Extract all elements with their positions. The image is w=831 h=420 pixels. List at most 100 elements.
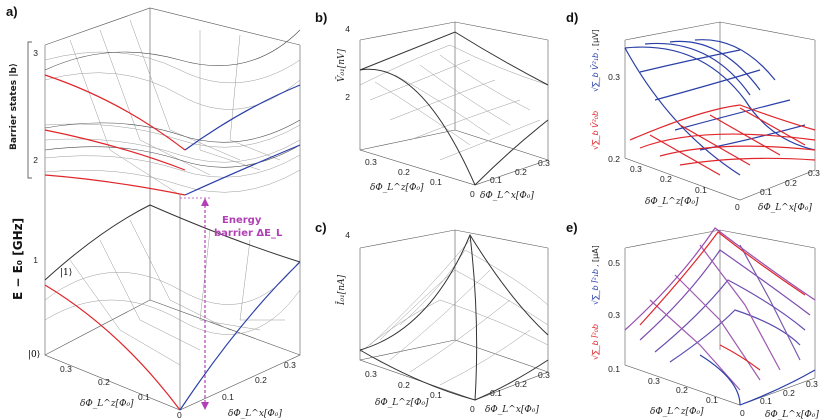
panel-a-xr-tick-1: 0.1 [222,392,234,402]
panel-e-label: e) [566,220,578,235]
panel-e-z-unit: [μA] [591,245,600,262]
panel-d-xr-tick-1: 0.1 [760,187,772,197]
panel-e-xl-label: δΦ_L^z[Φ₀] [650,407,704,417]
panel-b-label: b) [315,10,327,25]
panel-e-xl-tick-4: 0 [740,408,745,418]
panel-a-xl-tick-2: 0.2 [98,377,110,387]
panel-c-box [359,229,549,401]
panel-a-xl-label: δΦ_L^z[Φ₀] [80,399,134,409]
panel-d-xr-label: δΦ_L^x[Φ₀] [758,203,812,213]
panel-b-xr-tick-2: 0.2 [515,167,527,177]
panel-e-xl-tick-3: 0.1 [706,395,718,405]
panel-a-ground-mesh [44,204,301,411]
panel-b-box [359,21,549,186]
panel-e-ztick-2: 0.3 [608,310,620,320]
panel-c-z-label: Ī₀₁[nA] [335,274,347,306]
panel-e-ztick-3: 0.1 [608,364,620,374]
panel-e: e) 0.5 0.3 0.1 √∑_b Ī²₁b , √∑_b Ī²₀b [μA… [566,220,819,420]
panel-d-ztick-1: 0.3 [608,72,620,82]
panel-a-barrier-states-label: Barrier states |b⟩ [9,63,19,150]
panel-e-legend-blue: √∑_b Ī²₁b , [590,264,600,305]
panel-a-barrier-mesh [44,19,301,196]
panel-e-xr-tick-2: 0.2 [783,388,795,398]
panel-d-legend-red: √∑_b V̄²₀b [590,111,600,150]
panel-e-red-peak [639,231,806,326]
panel-d-xl-label: δΦ_L^z[Φ₀] [645,197,699,207]
panel-a-xl-tick-4: 0 [177,410,182,420]
panel-b-xl-tick-1: 0.3 [365,157,377,167]
panel-d-box [624,21,816,201]
panel-a-xl-tick-3: 0.1 [138,392,150,402]
panel-c-xl-label: δΦ_L^z[Φ₀] [375,398,429,408]
panel-b-xr-tick-1: 0.1 [490,175,502,185]
panel-b-ztick-4: 4 [345,24,350,34]
panel-b-ztick-2: 2 [345,92,350,102]
panel-c: c) 4 Ī₀₁[nA] 0.3 0.2 0.1 0 0.1 0.2 [315,220,550,415]
panel-a-state1-curve [44,204,301,281]
panel-e-surface [624,227,816,406]
panel-b-surface [359,31,549,186]
panel-a: a) [6,4,301,420]
panel-c-peak-curve [359,233,549,351]
panel-a-blue-barrier-lower [184,144,301,196]
panel-b: b) 4 2 V̄₀₁[nV] 0.3 0.2 0.1 0 [315,10,550,201]
panel-c-xr-tick-2: 0.2 [515,379,527,389]
panel-c-xl-tick-1: 0.3 [365,369,377,379]
panel-a-ytick-3: 3 [33,48,38,58]
panel-a-state1-label: |1⟩ [60,268,72,278]
panel-a-ytick-2: 2 [33,155,38,165]
panel-d-label: d) [566,10,578,25]
panel-d-ztick-2: 0.2 [608,154,620,164]
panel-a-y-axis-label: E − E₀ [GHz] [11,218,25,300]
panel-c-xr-label: δΦ_L^x[Φ₀] [485,405,539,415]
panel-a-energy-barrier-arrow [180,197,210,410]
panel-a-state0-blue-curve [179,261,301,411]
panel-c-xr-tick-3: 0.3 [538,370,550,380]
panel-d: d) 0.3 0.2 √∑_b V̄ [566,10,820,213]
panel-a-xr-tick-2: 0.2 [255,375,267,385]
panel-c-label: c) [315,220,327,235]
panel-a-blue-barrier-upper [184,84,301,151]
panel-c-xl-tick-4: 0 [470,404,475,414]
panel-e-xr-tick-1: 0.1 [760,396,772,406]
panel-d-xl-tick-4: 0 [735,202,740,212]
panel-a-state0-curve [44,284,181,411]
panel-a-state0-label: |0⟩ [28,350,40,360]
panel-b-z-label: V̄₀₁[nV] [335,48,347,82]
panel-d-legend-blue: √∑_b V̄²₁b , [590,48,600,92]
panel-d-xr-tick-3: 0.3 [808,168,820,178]
panel-b-xl-tick-2: 0.2 [398,167,410,177]
panel-c-xl-tick-2: 0.2 [398,380,410,390]
panel-e-legend-red: √∑_b Ī²₀b [590,324,600,360]
panel-b-xl-label: δΦ_L^z[Φ₀] [370,183,424,193]
panel-a-red-barrier-lower [44,129,186,171]
panel-c-xr-tick-1: 0.1 [490,388,502,398]
panel-d-xl-tick-2: 0.2 [660,174,672,184]
panel-c-xl-tick-3: 0.1 [430,390,442,400]
panel-a-xl-tick-1: 0.3 [60,364,72,374]
panel-a-label: a) [6,4,18,19]
panel-e-xr-label: δΦ_L^x[Φ₀] [765,410,819,420]
panel-a-red-barrier-upper [44,74,186,151]
panel-b-xl-tick-4: 0 [470,189,475,199]
panel-d-xl-tick-3: 0.1 [695,185,707,195]
panel-b-xr-tick-3: 0.3 [538,158,550,168]
panel-e-xl-tick-1: 0.3 [648,376,660,386]
panel-d-xl-tick-1: 0.3 [630,164,642,174]
panel-a-barrier-bracket [27,41,32,179]
panel-e-blue-curve [699,354,741,406]
panel-c-surface [359,233,549,401]
panel-a-xr-label: δΦ_L^x[Φ₀] [228,409,282,419]
panel-b-xr-label: δΦ_L^x[Φ₀] [480,191,534,201]
panel-a-ytick-1: 1 [33,255,38,265]
panel-d-blue-surface [624,39,816,176]
panel-e-xl-tick-2: 0.2 [676,385,688,395]
panel-b-xl-tick-3: 0.1 [430,177,442,187]
panel-d-xr-tick-2: 0.2 [785,178,797,188]
panel-c-ztick-4: 4 [345,230,350,240]
panel-a-energy-barrier-label-2: barrier ΔE_L [214,228,283,239]
panel-a-xr-tick-3: 0.3 [284,360,296,370]
panel-d-z-unit: [μV] [591,29,600,46]
panel-a-energy-barrier-label-1: Energy [222,215,262,226]
